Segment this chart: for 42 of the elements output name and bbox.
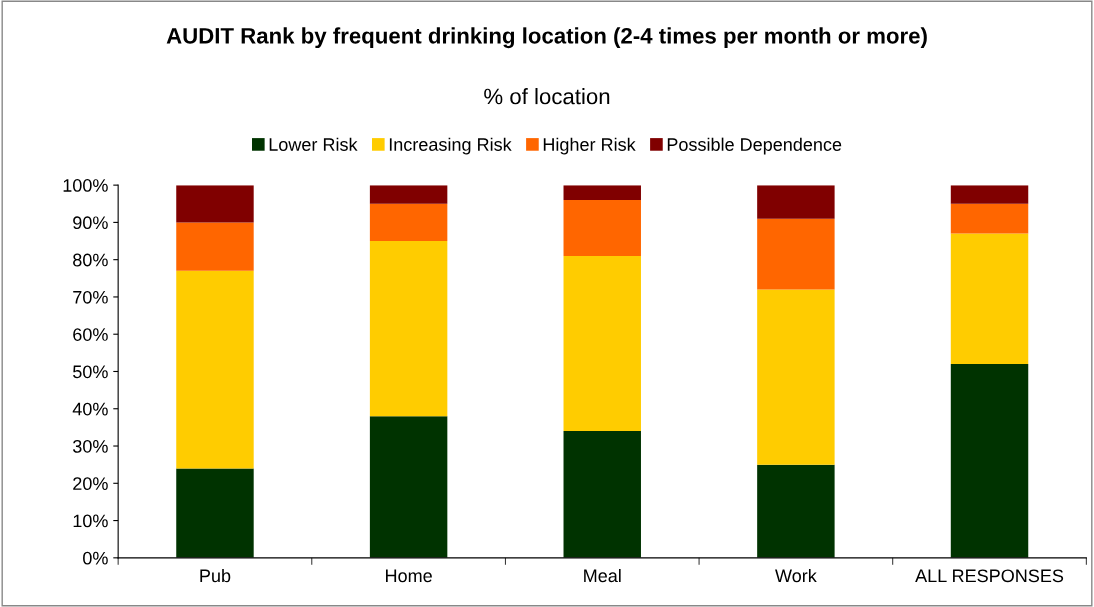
legend-label: Lower Risk bbox=[269, 137, 358, 151]
bar bbox=[757, 289, 835, 465]
x-tick-label: Work bbox=[775, 568, 817, 583]
y-tick-label: 0% bbox=[83, 551, 108, 565]
chart-title: AUDIT Rank by frequent drinking location (2-4 times per month or more) bbox=[166, 27, 927, 49]
legend-label: Higher Risk bbox=[543, 137, 636, 155]
bar bbox=[369, 241, 448, 417]
legend-label: Possible Dependence bbox=[667, 137, 842, 155]
bar bbox=[176, 222, 254, 271]
bar bbox=[757, 218, 835, 290]
legend-label: Increasing Risk bbox=[389, 137, 512, 155]
y-tick-label: 20% bbox=[73, 477, 108, 491]
y-tick-label: 60% bbox=[73, 328, 108, 341]
bar bbox=[950, 364, 1029, 558]
x-tick-label: ALL RESPONSES bbox=[915, 569, 1064, 583]
y-tick-label: 80% bbox=[73, 253, 108, 267]
y-tick-label: 30% bbox=[72, 439, 108, 453]
y-tick-label: 70% bbox=[73, 290, 108, 304]
y-tick-label: 50% bbox=[73, 365, 108, 379]
y-tick-label: 100% bbox=[63, 179, 108, 192]
bar bbox=[950, 185, 1029, 204]
bar bbox=[176, 185, 254, 223]
x-tick-label: Home bbox=[386, 569, 432, 583]
bar bbox=[950, 233, 1029, 365]
bar bbox=[369, 416, 448, 558]
bar bbox=[563, 255, 641, 432]
chart-subtitle: % of location bbox=[484, 88, 610, 105]
bar bbox=[176, 468, 254, 558]
bar bbox=[563, 431, 641, 558]
x-tick-label: Pub bbox=[200, 568, 231, 583]
y-tick-label: 10% bbox=[73, 514, 108, 528]
bar bbox=[757, 464, 835, 558]
bar bbox=[563, 185, 641, 201]
bar bbox=[950, 203, 1029, 234]
bar bbox=[369, 185, 448, 204]
bar bbox=[563, 200, 641, 256]
bar bbox=[757, 185, 835, 219]
bar bbox=[176, 270, 254, 469]
y-tick-label: 90% bbox=[73, 216, 108, 230]
bar bbox=[369, 203, 448, 242]
y-tick-label: 40% bbox=[72, 402, 108, 416]
x-tick-label: Meal bbox=[584, 568, 621, 583]
